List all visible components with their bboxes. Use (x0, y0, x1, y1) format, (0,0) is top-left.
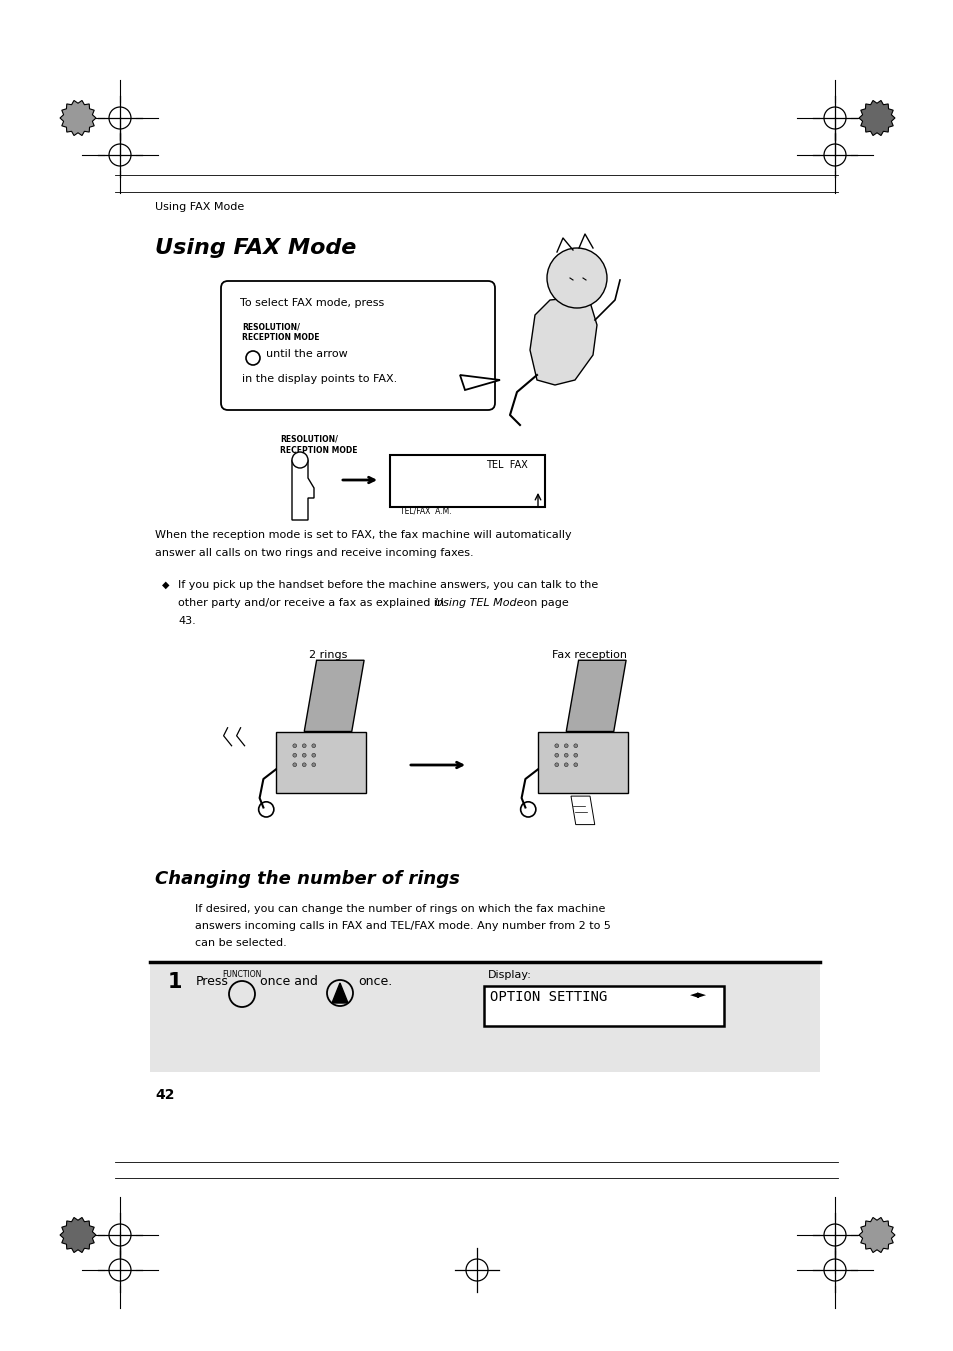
Text: in the display points to FAX.: in the display points to FAX. (242, 374, 396, 384)
Polygon shape (858, 100, 894, 135)
Bar (150, 962, 820, 1071)
Text: until the arrow: until the arrow (266, 349, 348, 359)
FancyBboxPatch shape (221, 281, 495, 409)
Text: RECEPTION MODE: RECEPTION MODE (280, 446, 357, 455)
Circle shape (574, 744, 578, 747)
Polygon shape (292, 459, 314, 520)
Text: ◆: ◆ (162, 580, 170, 590)
Circle shape (574, 754, 578, 757)
Text: 2 rings: 2 rings (309, 650, 347, 661)
Polygon shape (60, 1217, 96, 1252)
Text: ◄►: ◄► (689, 990, 706, 1000)
Polygon shape (60, 100, 96, 135)
Circle shape (555, 763, 558, 766)
Bar (275, 731, 366, 793)
Text: 43.: 43. (178, 616, 195, 626)
Circle shape (555, 744, 558, 747)
Circle shape (564, 744, 568, 747)
Text: Using FAX Mode: Using FAX Mode (154, 238, 356, 258)
Polygon shape (566, 661, 625, 731)
Text: Using TEL Mode: Using TEL Mode (435, 598, 523, 608)
Circle shape (574, 763, 578, 766)
Circle shape (312, 744, 315, 747)
Text: If desired, you can change the number of rings on which the fax machine: If desired, you can change the number of… (194, 904, 605, 915)
Text: Fax reception: Fax reception (552, 650, 627, 661)
Text: answers incoming calls in FAX and TEL/FAX mode. Any number from 2 to 5: answers incoming calls in FAX and TEL/FA… (194, 921, 610, 931)
Circle shape (302, 744, 306, 747)
Circle shape (293, 763, 296, 766)
Text: 1: 1 (168, 971, 182, 992)
Text: RESOLUTION/: RESOLUTION/ (280, 435, 337, 444)
Polygon shape (530, 299, 597, 385)
Text: on page: on page (519, 598, 568, 608)
Circle shape (302, 763, 306, 766)
Circle shape (312, 754, 315, 757)
Text: 42: 42 (154, 1088, 174, 1102)
Circle shape (555, 754, 558, 757)
Circle shape (546, 249, 606, 308)
Text: When the reception mode is set to FAX, the fax machine will automatically: When the reception mode is set to FAX, t… (154, 530, 571, 540)
Polygon shape (459, 376, 499, 390)
Circle shape (312, 763, 315, 766)
Text: RECEPTION MODE: RECEPTION MODE (242, 332, 319, 342)
Text: Changing the number of rings: Changing the number of rings (154, 870, 459, 888)
Circle shape (293, 744, 296, 747)
Circle shape (292, 453, 308, 467)
Circle shape (564, 754, 568, 757)
Circle shape (293, 754, 296, 757)
Polygon shape (571, 796, 594, 824)
Text: other party and/or receive a fax as explained in: other party and/or receive a fax as expl… (178, 598, 447, 608)
Text: can be selected.: can be selected. (194, 938, 287, 948)
Polygon shape (858, 1217, 894, 1252)
Circle shape (564, 763, 568, 766)
Circle shape (302, 754, 306, 757)
Text: Using FAX Mode: Using FAX Mode (154, 203, 244, 212)
Text: RESOLUTION/: RESOLUTION/ (242, 323, 299, 332)
Text: Display:: Display: (488, 970, 532, 979)
Text: TEL/FAX  A.M.: TEL/FAX A.M. (399, 507, 451, 516)
Text: FUNCTION: FUNCTION (222, 970, 261, 979)
Text: To select FAX mode, press: To select FAX mode, press (240, 299, 384, 308)
Text: If you pick up the handset before the machine answers, you can talk to the: If you pick up the handset before the ma… (178, 580, 598, 590)
Text: once and: once and (260, 975, 317, 988)
Bar (483, 986, 723, 1025)
Text: Press: Press (195, 975, 229, 988)
Bar (390, 455, 544, 507)
Text: TEL  FAX: TEL FAX (486, 459, 527, 470)
Polygon shape (304, 661, 364, 731)
Bar (537, 731, 627, 793)
Text: OPTION SETTING: OPTION SETTING (490, 990, 607, 1004)
Text: answer all calls on two rings and receive incoming faxes.: answer all calls on two rings and receiv… (154, 549, 473, 558)
Text: once.: once. (357, 975, 392, 988)
Polygon shape (332, 984, 348, 1002)
